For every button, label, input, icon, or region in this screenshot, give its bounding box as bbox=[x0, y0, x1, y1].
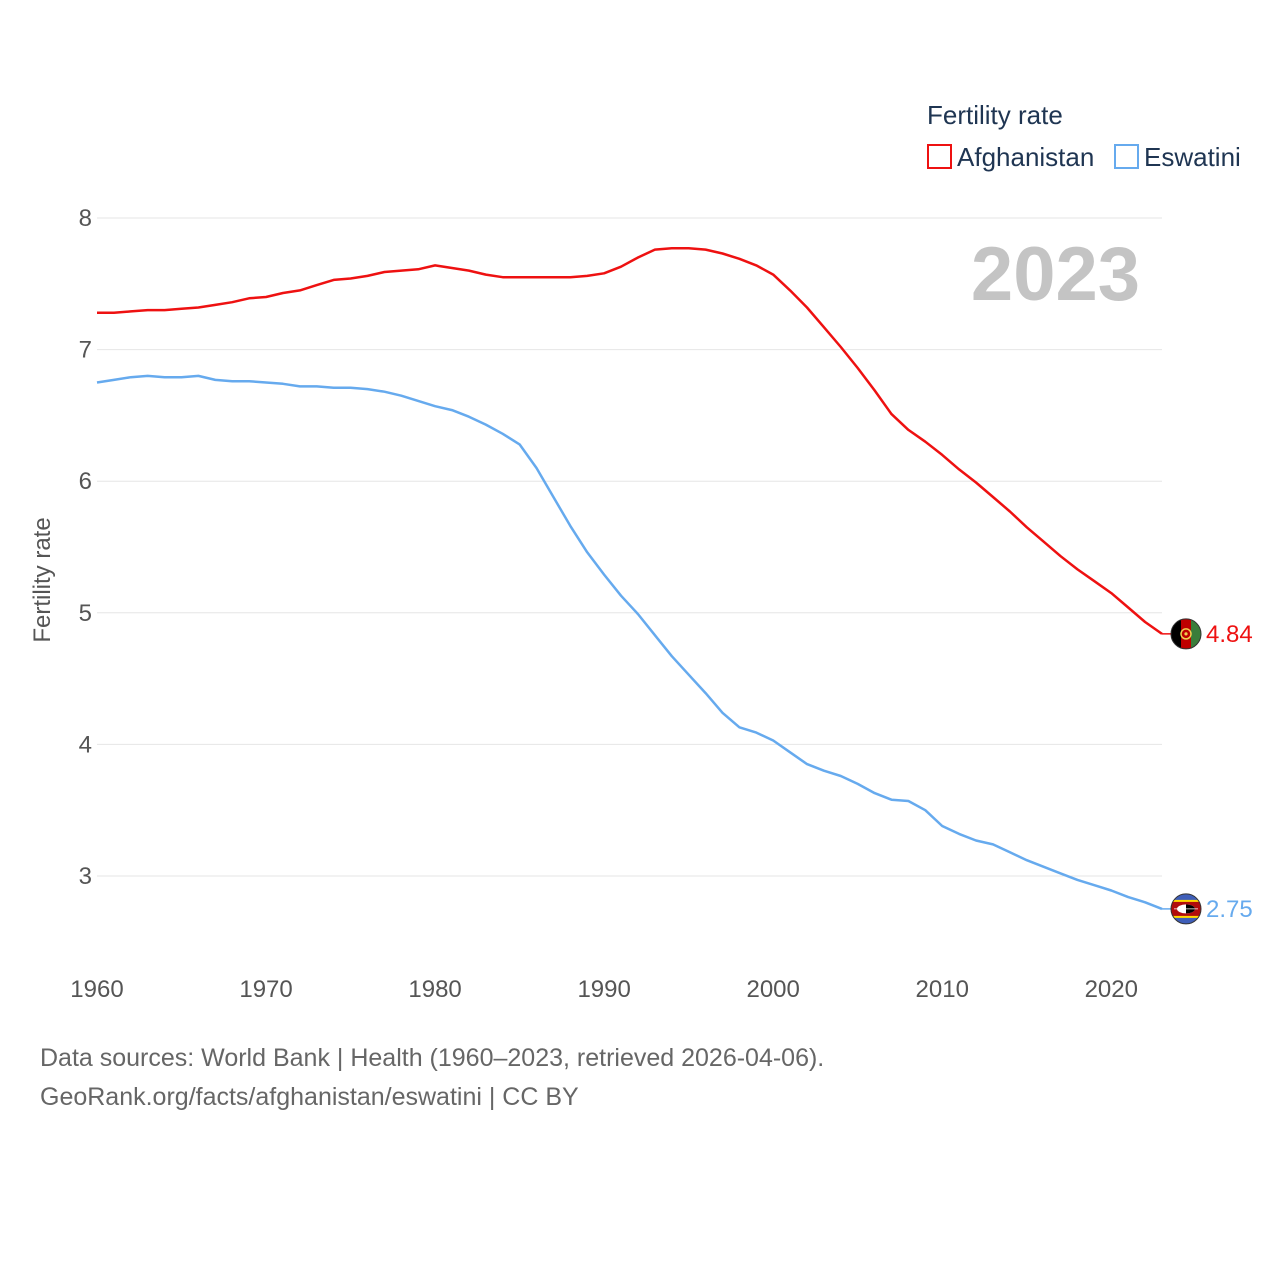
legend-label-afghanistan: Afghanistan bbox=[957, 142, 1094, 172]
y-axis-ticks: 3 4 5 6 7 8 bbox=[79, 205, 92, 890]
y-tick-label-7: 7 bbox=[79, 337, 92, 364]
series-line-afghanistan bbox=[97, 247, 1163, 635]
x-tick-label-2010: 2010 bbox=[916, 976, 969, 1003]
series-line-eswatini bbox=[96, 374, 1163, 911]
data-source-line: Data sources: World Bank | Health (1960–… bbox=[40, 1044, 825, 1072]
x-tick-label-1960: 1960 bbox=[70, 976, 123, 1003]
y-tick-label-4: 4 bbox=[79, 731, 92, 758]
current-year-label: 2023 bbox=[971, 232, 1140, 317]
y-axis-title: Fertility rate bbox=[29, 517, 56, 642]
end-label-eswatini: 2.75 bbox=[1206, 896, 1253, 923]
x-tick-label-2020: 2020 bbox=[1085, 976, 1138, 1003]
legend-item-afghanistan[interactable]: Afghanistan bbox=[927, 142, 1094, 172]
afghanistan-flag-icon bbox=[1170, 618, 1202, 650]
y-tick-label-8: 8 bbox=[79, 205, 92, 232]
end-marker-afghanistan: 4.84 bbox=[1170, 618, 1253, 650]
x-tick-label-1970: 1970 bbox=[239, 976, 292, 1003]
x-tick-label-2000: 2000 bbox=[746, 976, 799, 1003]
attribution-link[interactable]: GeoRank.org/facts/afghanistan/eswatini |… bbox=[40, 1083, 579, 1111]
series-lines bbox=[96, 247, 1172, 911]
x-tick-label-1990: 1990 bbox=[577, 976, 630, 1003]
legend-swatch-eswatini bbox=[1114, 144, 1139, 169]
legend-label-eswatini: Eswatini bbox=[1144, 142, 1241, 172]
legend-swatch-afghanistan bbox=[927, 144, 952, 169]
end-marker-eswatini: 2.75 bbox=[1170, 893, 1253, 925]
legend: Fertility rate Afghanistan Eswatini bbox=[927, 100, 1241, 172]
y-tick-label-5: 5 bbox=[79, 600, 92, 627]
legend-title: Fertility rate bbox=[927, 100, 1063, 130]
x-tick-label-1980: 1980 bbox=[408, 976, 461, 1003]
y-tick-label-6: 6 bbox=[79, 468, 92, 495]
legend-item-eswatini[interactable]: Eswatini bbox=[1114, 142, 1241, 172]
grid-lines bbox=[97, 217, 1162, 877]
y-tick-label-3: 3 bbox=[79, 863, 92, 890]
end-label-afghanistan: 4.84 bbox=[1206, 621, 1253, 648]
x-axis-ticks: 1960 1970 1980 1990 2000 2010 2020 bbox=[70, 976, 1138, 1003]
line-chart: 3 4 5 6 7 8 1960 1970 1980 1990 2000 2010 2020 Fert… bbox=[29, 100, 1253, 1003]
eswatini-flag-icon bbox=[1170, 893, 1202, 925]
